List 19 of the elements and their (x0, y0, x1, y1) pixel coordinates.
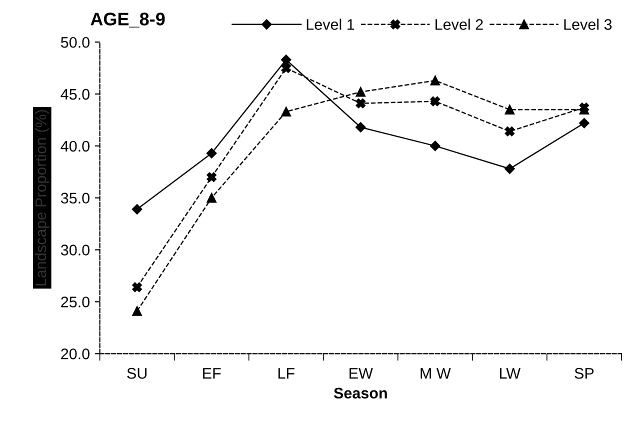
legend-label: Level 2 (436, 18, 483, 30)
x-tick-label: EW (350, 368, 373, 379)
y-tick-label: 20.0 (61, 348, 90, 360)
legend-label: Level 1 (306, 18, 354, 30)
x-tick-label: LW (500, 368, 521, 379)
y-tick-label: 35.0 (60, 192, 90, 204)
x-tick-label: M W (420, 368, 451, 379)
x-tick-label: SP (574, 368, 594, 379)
chart-title: AGE_8-9 (90, 12, 165, 28)
legend-label: Level 3 (564, 18, 612, 30)
x-tick-label: SU (127, 368, 147, 379)
y-tick-label: 25.0 (61, 296, 90, 308)
y-tick-label: 30.0 (60, 244, 90, 256)
x-axis-title: Season (334, 388, 387, 399)
y-tick-label: 40.0 (60, 140, 90, 152)
y-tick-label: 50.0 (60, 36, 90, 48)
x-tick-label: EF (203, 368, 221, 379)
x-tick-label: LF (278, 368, 294, 379)
y-tick-label: 45.0 (60, 88, 90, 100)
